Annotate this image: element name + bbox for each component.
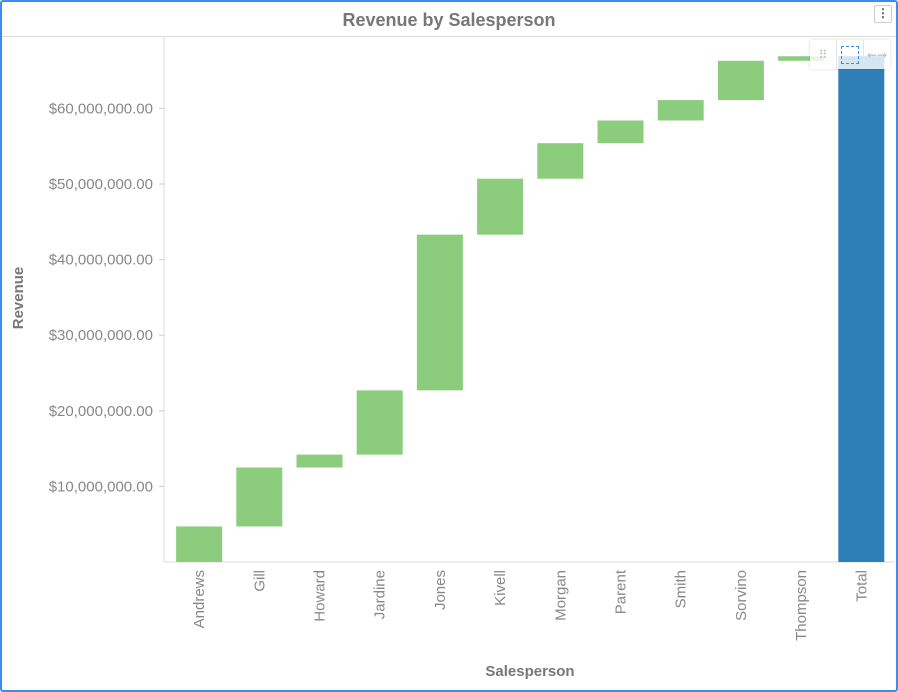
increase-bar xyxy=(657,100,704,121)
x-tick-label: Gill xyxy=(251,570,268,592)
increase-bar xyxy=(356,390,403,455)
x-tick-label: Morgan xyxy=(552,570,569,621)
y-tick-label: $50,000,000.00 xyxy=(49,176,153,193)
increase-bar xyxy=(597,120,644,144)
increase-bar xyxy=(296,454,343,468)
increase-bar xyxy=(236,467,283,527)
drag-handle-icon[interactable]: ⠿ xyxy=(810,40,837,69)
x-tick-label: Smith xyxy=(673,570,690,608)
x-tick-label: Total xyxy=(853,570,870,602)
increase-bar xyxy=(176,526,223,562)
y-tick-label: $30,000,000.00 xyxy=(49,327,153,344)
x-tick-label: Jardine xyxy=(372,570,389,619)
x-tick-label: Andrews xyxy=(191,570,208,628)
title-divider xyxy=(2,36,896,37)
increase-bar xyxy=(477,178,524,235)
increase-bar xyxy=(537,143,584,179)
x-tick-label: Sorvino xyxy=(733,570,750,621)
increase-bar xyxy=(778,56,825,61)
x-tick-label: Jones xyxy=(432,570,449,610)
x-tick-label: Kivell xyxy=(492,570,509,606)
x-tick-label: Parent xyxy=(613,569,630,614)
x-axis-title: Salesperson xyxy=(485,663,574,680)
marquee-select-icon[interactable] xyxy=(837,40,864,69)
total-bar xyxy=(838,56,885,563)
chart-toolbar: ⠿ ⇜⇝ xyxy=(810,40,890,69)
y-tick-label: $60,000,000.00 xyxy=(49,100,153,117)
y-tick-label: $20,000,000.00 xyxy=(49,403,153,420)
vertical-ellipsis-icon[interactable]: ⋮ xyxy=(874,5,892,23)
increase-bar xyxy=(416,234,463,391)
x-tick-label: Thompson xyxy=(793,570,810,641)
pan-arrows-icon[interactable]: ⇜⇝ xyxy=(866,47,888,62)
chart-title: Revenue by Salesperson xyxy=(342,10,556,30)
increase-bar xyxy=(717,60,764,101)
y-tick-label: $10,000,000.00 xyxy=(49,478,153,495)
y-axis-title: Revenue xyxy=(10,267,27,330)
y-tick-label: $40,000,000.00 xyxy=(49,252,153,269)
x-tick-label: Howard xyxy=(312,570,329,622)
